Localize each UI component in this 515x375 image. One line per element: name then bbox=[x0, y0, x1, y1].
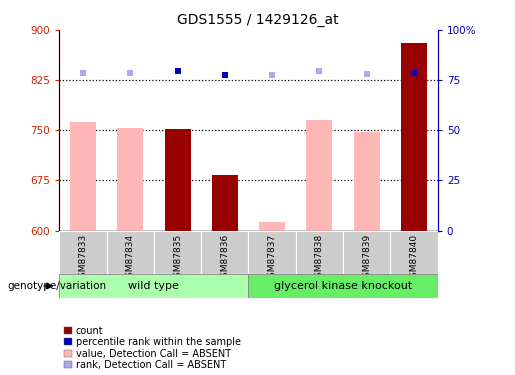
Bar bbox=[248, 231, 296, 274]
Bar bbox=[306, 120, 333, 231]
Bar bbox=[164, 129, 191, 231]
Point bbox=[363, 71, 371, 77]
Bar bbox=[296, 231, 343, 274]
Bar bbox=[354, 132, 380, 231]
Bar bbox=[259, 222, 285, 231]
Point bbox=[268, 72, 276, 78]
Bar bbox=[212, 175, 238, 231]
Text: GSM87840: GSM87840 bbox=[409, 234, 419, 283]
Text: GSM87833: GSM87833 bbox=[78, 234, 88, 284]
Bar bbox=[59, 274, 248, 298]
Text: GSM87835: GSM87835 bbox=[173, 234, 182, 284]
Text: GSM87838: GSM87838 bbox=[315, 234, 324, 284]
Bar bbox=[401, 44, 427, 231]
Text: GSM87839: GSM87839 bbox=[362, 234, 371, 284]
Bar bbox=[248, 274, 438, 298]
Text: glycerol kinase knockout: glycerol kinase knockout bbox=[274, 281, 412, 291]
Point bbox=[221, 72, 229, 78]
Text: wild type: wild type bbox=[128, 281, 179, 291]
Bar bbox=[70, 122, 96, 231]
Point bbox=[315, 69, 323, 75]
Bar bbox=[201, 231, 248, 274]
Bar bbox=[117, 128, 143, 231]
Bar bbox=[390, 231, 438, 274]
Bar bbox=[59, 231, 107, 274]
Text: GSM87834: GSM87834 bbox=[126, 234, 135, 283]
Text: genotype/variation: genotype/variation bbox=[8, 281, 107, 291]
Point bbox=[410, 70, 418, 76]
Point bbox=[126, 70, 134, 76]
Bar bbox=[343, 231, 390, 274]
Text: GSM87837: GSM87837 bbox=[268, 234, 277, 284]
Text: GDS1555 / 1429126_at: GDS1555 / 1429126_at bbox=[177, 13, 338, 27]
Text: GSM87836: GSM87836 bbox=[220, 234, 229, 284]
Point bbox=[79, 70, 87, 76]
Bar bbox=[107, 231, 154, 274]
Bar bbox=[154, 231, 201, 274]
Legend: count, percentile rank within the sample, value, Detection Call = ABSENT, rank, : count, percentile rank within the sample… bbox=[64, 326, 241, 370]
Point bbox=[174, 69, 182, 75]
